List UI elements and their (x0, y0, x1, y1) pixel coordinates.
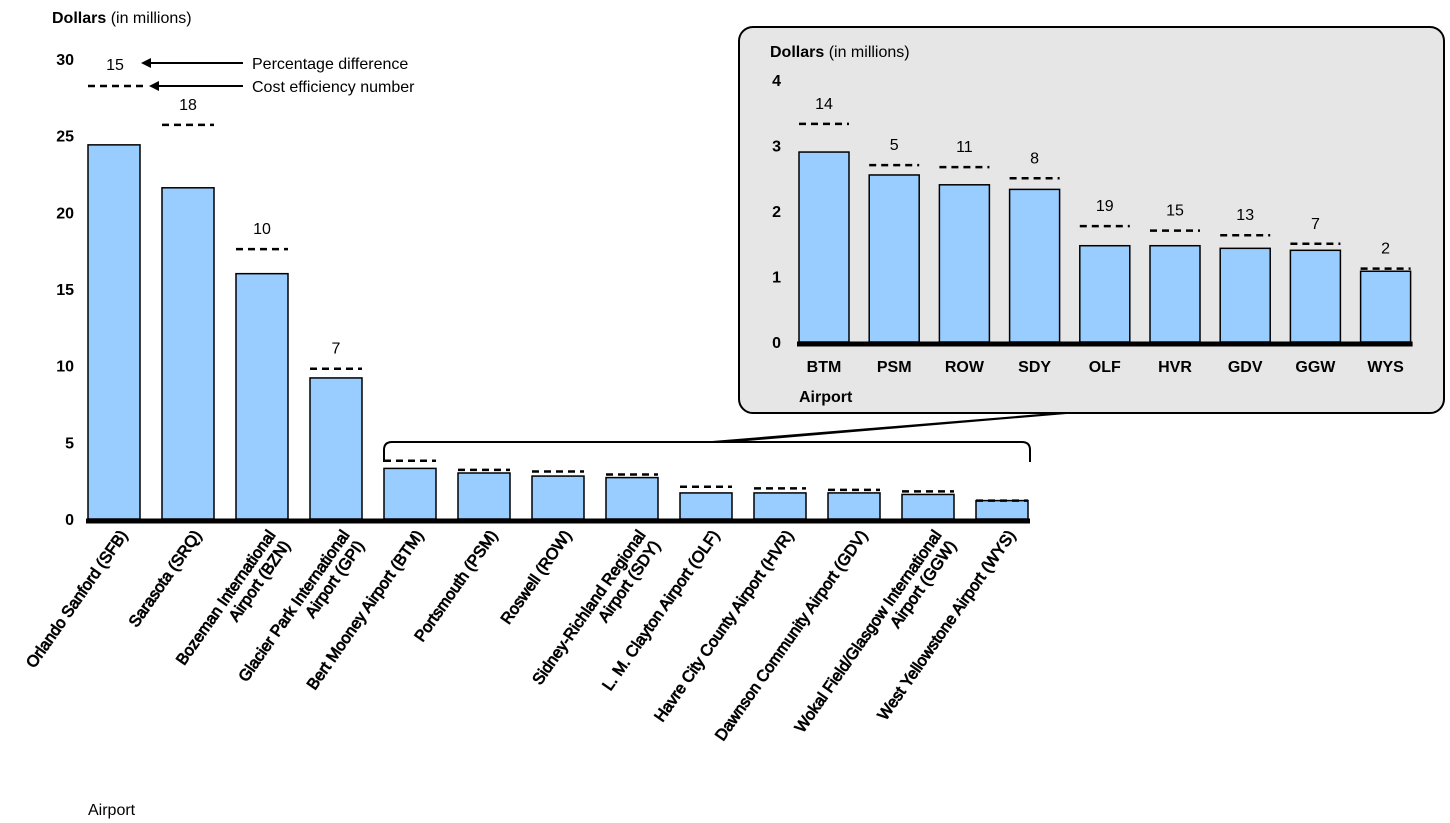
x-tick-label: Dawnson Community Airport (GDV) (713, 528, 872, 745)
percentage-difference-label: 11 (956, 139, 973, 156)
percentage-difference-label: 10 (253, 221, 271, 238)
legend-percentage-label: Percentage difference (252, 56, 408, 73)
percentage-difference-label: 5 (890, 137, 899, 154)
legend-percentage-sample: 15 (106, 57, 124, 74)
y-tick-label: 2 (772, 204, 781, 221)
y-axis-title: Dollars (in millions) (52, 10, 192, 27)
bar (309, 377, 363, 520)
bar (868, 174, 920, 343)
percentage-difference-label: 15 (1166, 203, 1184, 220)
bar (1359, 270, 1412, 343)
x-tick-label: GDV (1228, 359, 1263, 376)
x-tick-label: Roswell (ROW) (498, 528, 575, 628)
x-tick-label: Sarasota (SRQ) (126, 528, 205, 631)
bar (1079, 244, 1131, 343)
x-tick-label: BTM (807, 359, 842, 376)
bar (1149, 244, 1201, 343)
x-tick-label: ROW (945, 359, 985, 376)
bar (827, 492, 881, 520)
bar (901, 493, 955, 520)
x-tick-label: Havre City County Airport (HVR) (652, 528, 797, 726)
y-tick-label: 1 (772, 270, 781, 287)
bar (938, 184, 991, 343)
legend-cost-label: Cost efficiency number (252, 79, 415, 96)
x-tick-label: WYS (1367, 359, 1404, 376)
percentage-difference-label: 14 (815, 96, 833, 113)
percentage-difference-label: 19 (1096, 198, 1114, 215)
inset-x-axis-title: Airport (799, 389, 853, 406)
inset-y-axis-title: Dollars (in millions) (770, 44, 910, 61)
y-tick-label: 0 (772, 335, 781, 352)
bar (605, 476, 659, 520)
y-tick-label: 30 (56, 52, 74, 69)
bar (87, 144, 141, 520)
legend: 15 Percentage difference Cost efficiency… (88, 56, 415, 96)
y-tick-label: 0 (65, 512, 74, 529)
y-tick-label: 25 (56, 129, 74, 146)
x-axis-labels: Orlando Sanford (SFB)Sarasota (SRQ)Bozem… (23, 527, 1020, 745)
inset-x-axis-labels: BTM PSM ROW SDY OLF HVR GDV GGW WYS (807, 359, 1404, 376)
bar (1289, 249, 1342, 343)
percentage-difference-label: 13 (1236, 207, 1254, 224)
inset-y-axis-ticks: 0 1 2 3 4 (772, 73, 781, 352)
bar (531, 475, 585, 520)
inset-connector (700, 412, 1090, 442)
percentage-difference-label: 18 (179, 97, 197, 114)
bar (798, 151, 850, 343)
bar (679, 492, 733, 520)
x-tick-label: PSM (877, 359, 912, 376)
y-axis-ticks: 0 5 10 15 20 25 30 (56, 52, 74, 529)
percentage-difference-label: 7 (1311, 216, 1320, 233)
bar (1219, 247, 1271, 343)
legend-arrowhead-cost (149, 81, 159, 91)
inset-bracket (383, 441, 1031, 462)
bar (1008, 188, 1061, 343)
y-tick-label: 5 (65, 435, 74, 452)
bar (457, 472, 511, 520)
y-tick-label: 10 (56, 359, 74, 376)
legend-arrowhead-percentage (141, 58, 151, 68)
x-tick-label: OLF (1089, 359, 1121, 376)
x-tick-label: Orlando Sanford (SFB) (23, 528, 131, 672)
x-tick-label: HVR (1158, 359, 1192, 376)
bar (161, 187, 215, 520)
bar (235, 272, 289, 520)
bar (753, 492, 807, 520)
inset-chart: Dollars (in millions) 0 1 2 3 4 14 5 11 8 19 15 13… (738, 26, 1445, 414)
percentage-difference-label: 8 (1030, 150, 1039, 167)
y-tick-label: 4 (772, 73, 781, 90)
y-tick-label: 15 (56, 282, 74, 299)
y-tick-label: 3 (772, 139, 781, 156)
bar (975, 499, 1029, 520)
bar (383, 467, 437, 520)
x-tick-label: SDY (1018, 359, 1051, 376)
x-tick-label: Portsmouth (PSM) (412, 528, 501, 646)
percentage-difference-label: 2 (1381, 241, 1390, 258)
percentage-difference-label: 7 (332, 341, 341, 358)
y-tick-label: 20 (56, 205, 74, 222)
inset-bars: 14 5 11 8 19 15 13 7 2 (797, 96, 1413, 347)
x-axis-title: Airport (88, 802, 136, 819)
x-tick-label: GGW (1295, 359, 1336, 376)
